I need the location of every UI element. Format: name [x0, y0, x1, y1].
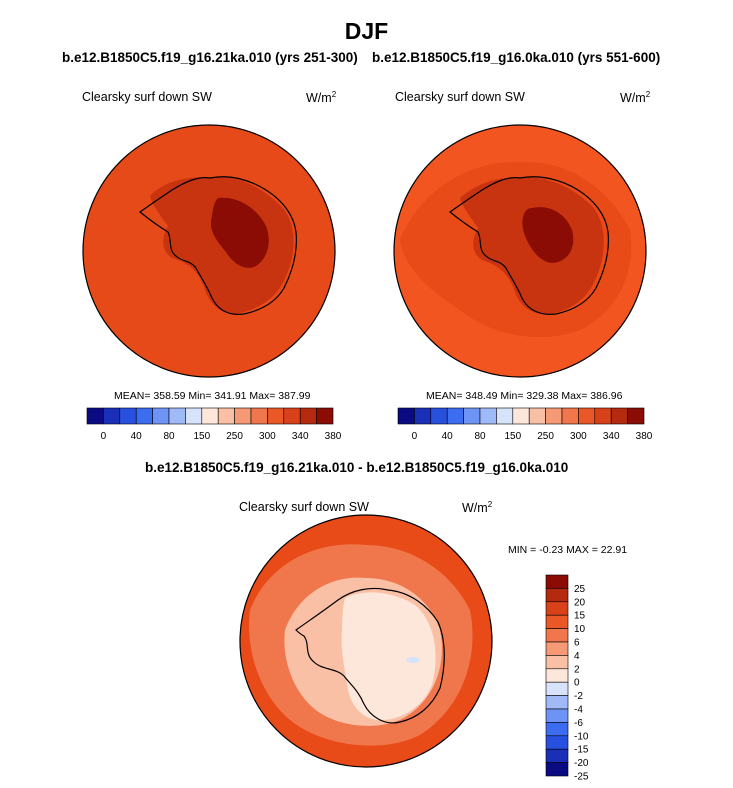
colorbar-swatch	[545, 695, 569, 710]
difference-minmax: MIN = -0.23 MAX = 22.91	[508, 544, 628, 556]
panel-right-stats: MEAN= 348.49 Min= 329.38 Max= 386.96	[426, 390, 623, 402]
colorbar-swatch	[545, 574, 569, 589]
colorbar-tick-label: 0	[101, 431, 107, 442]
colorbar-swatch	[545, 748, 569, 763]
colorbar-tick-label: 300	[259, 431, 276, 442]
difference-variable: Clearsky surf down SW	[239, 500, 369, 514]
colorbar-tick-label: 80	[163, 431, 175, 442]
map-difference-negative-spot	[406, 657, 420, 663]
map-difference-border	[239, 514, 493, 768]
colorbar-tick-label: 2	[574, 664, 580, 675]
colorbar-left-swatches	[86, 407, 334, 425]
colorbar-swatch	[545, 722, 569, 737]
colorbar-tick-label: 40	[131, 431, 143, 442]
colorbar-tick-label: 25	[574, 584, 586, 595]
colorbar-swatch	[627, 407, 645, 425]
colorbar-tick-label: -25	[574, 772, 589, 783]
colorbar-tick-label: -4	[574, 705, 583, 716]
colorbar-swatch	[545, 735, 569, 750]
colorbar-tick-label: -15	[574, 745, 589, 756]
colorbar-tick-label: 0	[574, 678, 580, 689]
colorbar-tick-label: 80	[474, 431, 486, 442]
colorbar-swatch	[545, 601, 569, 616]
panel-right-variable: Clearsky surf down SW	[395, 90, 525, 104]
colorbar-tick-label: 0	[412, 431, 418, 442]
map-left-ice-inner	[210, 197, 269, 268]
colorbar-tick-label: 4	[574, 651, 580, 662]
panel-right-case-title: b.e12.B1850C5.f19_g16.0ka.010 (yrs 551-6…	[372, 50, 661, 65]
colorbar-tick-label: 150	[504, 431, 521, 442]
colorbar-tick-label: 250	[537, 431, 554, 442]
map-left-border	[82, 124, 336, 378]
colorbar-swatch	[545, 628, 569, 643]
colorbar-tick-label: 150	[193, 431, 210, 442]
map-right-ice-inner	[522, 207, 574, 263]
panel-left-case-title: b.e12.B1850C5.f19_g16.21ka.010 (yrs 251-…	[62, 50, 358, 65]
map-difference-coastline	[295, 587, 445, 724]
panel-left-variable: Clearsky surf down SW	[82, 90, 212, 104]
figure-title: DJF	[344, 18, 389, 44]
colorbar-swatch	[545, 588, 569, 603]
colorbar-swatch	[316, 407, 334, 425]
colorbar-swatch	[545, 762, 569, 777]
map-right-coastline	[448, 176, 609, 315]
map-left-coastline	[138, 176, 297, 315]
difference-title: b.e12.B1850C5.f19_g16.21ka.010 - b.e12.B…	[145, 460, 569, 475]
map-difference-ice-light	[341, 592, 436, 721]
colorbar-tick-label: 10	[574, 624, 586, 635]
colorbar-difference-swatches	[545, 574, 569, 777]
colorbar-tick-label: 250	[226, 431, 243, 442]
colorbar-tick-label: 20	[574, 597, 586, 608]
colorbar-tick-label: -2	[574, 691, 583, 702]
colorbar-swatch	[545, 708, 569, 723]
colorbar-tick-label: -6	[574, 718, 583, 729]
colorbar-right-swatches	[397, 407, 645, 425]
colorbar-tick-label: -20	[574, 758, 589, 769]
colorbar-tick-label: 300	[570, 431, 587, 442]
colorbar-tick-label: 380	[636, 431, 653, 442]
map-right-border	[393, 124, 647, 378]
colorbar-swatch	[545, 668, 569, 683]
colorbar-left-labels: 0 40 80 150 250 300 340 380	[101, 431, 342, 442]
colorbar-swatch	[545, 641, 569, 656]
panel-left-stats: MEAN= 358.59 Min= 341.91 Max= 387.99	[114, 390, 311, 402]
colorbar-tick-label: 6	[574, 638, 580, 649]
colorbar-swatch	[545, 614, 569, 629]
colorbar-tick-label: 340	[603, 431, 620, 442]
colorbar-tick-label: 340	[292, 431, 309, 442]
difference-units: W/m2	[462, 500, 493, 516]
colorbar-swatch	[545, 681, 569, 696]
panel-left-units: W/m2	[306, 90, 337, 106]
colorbar-tick-label: 15	[574, 611, 586, 622]
colorbar-swatch	[545, 655, 569, 670]
panel-right-units: W/m2	[620, 90, 651, 106]
colorbar-right-labels: 0 40 80 150 250 300 340 380	[412, 431, 653, 442]
colorbar-tick-label: 380	[325, 431, 342, 442]
colorbar-tick-label: 40	[442, 431, 454, 442]
colorbar-tick-label: -10	[574, 731, 589, 742]
